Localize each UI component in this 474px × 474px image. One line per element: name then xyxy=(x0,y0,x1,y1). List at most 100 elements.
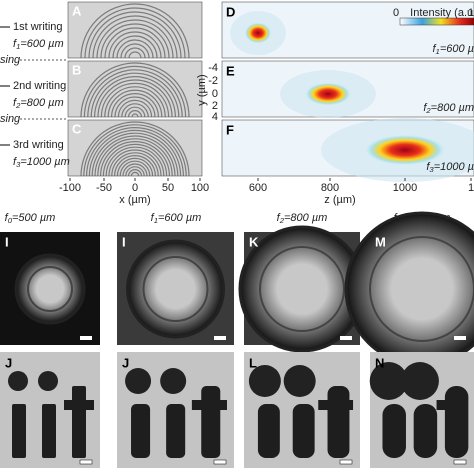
z-axis-label: z (µm) xyxy=(324,194,355,206)
seal xyxy=(14,253,86,325)
focal-label: f2=800 µm xyxy=(277,212,328,225)
glyph-bar xyxy=(436,400,468,410)
scale-bar xyxy=(340,336,352,340)
seal-inner xyxy=(142,256,209,322)
ring xyxy=(88,11,182,59)
ring xyxy=(128,169,142,177)
ring xyxy=(83,65,187,118)
ring xyxy=(87,69,183,118)
glyph-dot xyxy=(248,365,281,397)
ring xyxy=(130,171,140,177)
focal-label: f3=1000 µm xyxy=(13,156,70,169)
ring xyxy=(124,106,146,118)
ring xyxy=(117,99,153,118)
focal-label: f3=1000 µ xyxy=(426,161,474,174)
seal-inner xyxy=(369,236,474,342)
panel-letter: K xyxy=(249,234,259,249)
ring xyxy=(107,89,163,118)
focal-rest: =600 µm xyxy=(158,212,201,224)
z-tick-label: 1000 xyxy=(393,182,417,194)
focal-var: f xyxy=(423,102,427,114)
ring xyxy=(94,76,176,118)
ring xyxy=(121,103,149,118)
focal-sub: 3 xyxy=(429,165,434,174)
panel-letter: L xyxy=(249,355,257,370)
ring xyxy=(128,110,142,118)
ring xyxy=(102,143,168,177)
focal-label: f2=800 µm xyxy=(423,102,474,115)
ring xyxy=(124,47,146,59)
colorbar xyxy=(399,17,474,26)
step-title: 2nd writing xyxy=(13,80,66,92)
focal-var: f xyxy=(13,156,17,168)
glyph-dot xyxy=(160,368,187,394)
glyph-stem xyxy=(327,386,350,458)
glyph-stem xyxy=(72,386,86,458)
focal-rest: =800 µm xyxy=(284,212,327,224)
ring xyxy=(116,157,154,177)
z-tick-label: 1 xyxy=(468,182,474,194)
ring xyxy=(111,152,159,177)
glyph-dot xyxy=(125,368,152,394)
ring xyxy=(80,3,190,59)
scale-bar xyxy=(79,459,93,465)
glyph-dot xyxy=(38,371,58,391)
focus-spot xyxy=(363,134,447,166)
glyph-stem xyxy=(413,404,438,458)
panel-letter: A xyxy=(72,3,82,18)
y-tick-label: -2 xyxy=(208,75,218,87)
ring xyxy=(108,31,162,59)
ring xyxy=(111,93,159,118)
ring xyxy=(122,163,148,177)
focal-label: f0=500 µm xyxy=(5,212,56,225)
focal-label: f2=800 µm xyxy=(13,97,64,110)
focus-spot xyxy=(304,82,352,106)
step-title: 1st writing xyxy=(13,21,63,33)
x-tick-label: -100 xyxy=(59,182,81,194)
glyph-dot xyxy=(8,371,28,391)
focal-sub: 2 xyxy=(425,106,431,115)
glyph-stem xyxy=(131,404,151,458)
ring xyxy=(84,7,186,59)
focal-sub: 1 xyxy=(154,216,158,225)
ring xyxy=(97,79,173,118)
z-tick-label: 800 xyxy=(321,182,339,194)
ring xyxy=(83,124,187,177)
seal xyxy=(344,211,474,367)
step-after: sing xyxy=(0,113,21,125)
glyph-stem xyxy=(166,404,186,458)
panel-letter: J xyxy=(5,355,12,370)
focal-rest: =1000 µ xyxy=(434,161,474,173)
ring xyxy=(128,51,142,59)
panel-letter: J xyxy=(122,355,129,370)
focal-var: f xyxy=(13,97,17,109)
colorbar-min: 0 xyxy=(393,7,399,19)
focal-rest: =600 µ xyxy=(440,43,474,55)
panel-letter: C xyxy=(72,121,82,136)
focal-rest: =500 µm xyxy=(12,212,55,224)
scale-bar xyxy=(213,459,227,465)
ring xyxy=(80,121,190,177)
focal-label: f1=600 µm xyxy=(151,212,202,225)
panel-letter: B xyxy=(72,62,81,77)
glyph-dot xyxy=(283,365,316,397)
glyph-stem xyxy=(292,404,315,458)
step-title: 3rd writing xyxy=(13,139,64,151)
ring xyxy=(80,62,190,118)
focal-label: f1=600 µ xyxy=(432,43,474,56)
ring xyxy=(100,82,170,118)
glyph-stem xyxy=(201,386,221,458)
scale-bar xyxy=(214,336,226,340)
ring xyxy=(112,35,158,59)
z-tick-label: 600 xyxy=(249,182,267,194)
x-tick-label: 0 xyxy=(132,182,138,194)
panel-letter: D xyxy=(226,4,235,19)
ring xyxy=(104,86,166,118)
scale-bar xyxy=(453,459,467,465)
focal-var: f xyxy=(151,212,155,224)
ring xyxy=(97,138,173,177)
x-tick-label: 100 xyxy=(191,182,209,194)
ring xyxy=(96,19,174,59)
ring xyxy=(114,155,156,177)
focal-sub: 2 xyxy=(15,101,21,110)
